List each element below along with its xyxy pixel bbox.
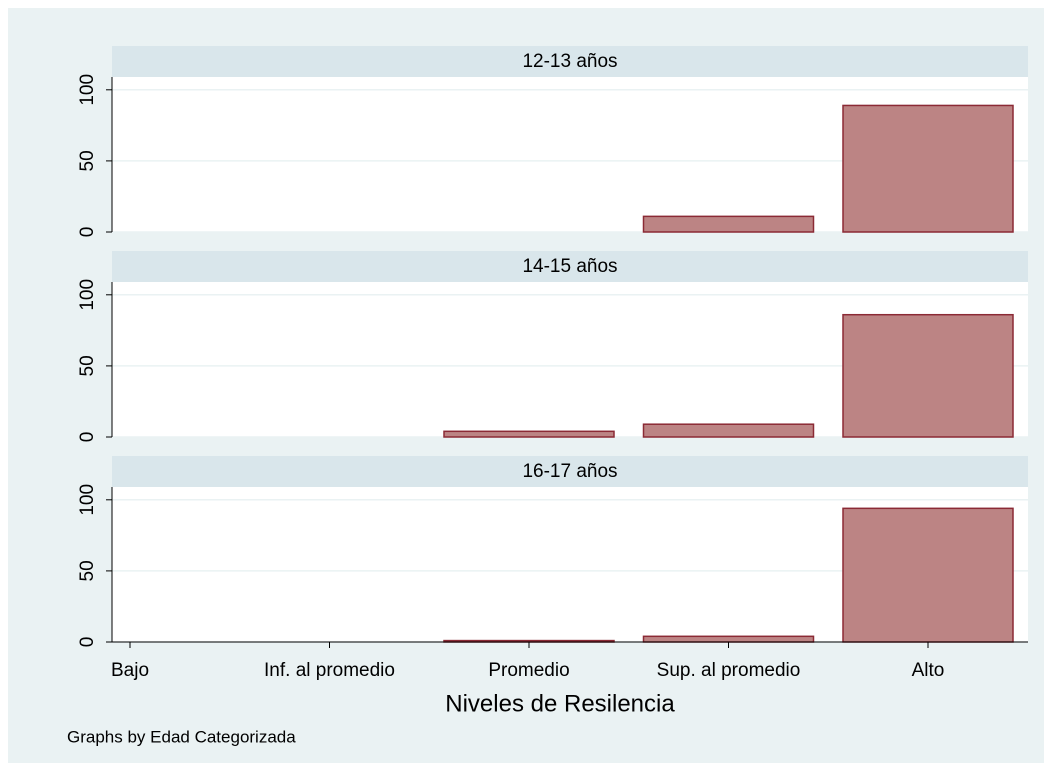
bar bbox=[443, 430, 615, 438]
bar bbox=[642, 423, 815, 438]
note: Graphs by Edad Categorizada bbox=[67, 727, 296, 746]
bar bbox=[842, 104, 1014, 233]
x-tick-label: Bajo bbox=[111, 660, 149, 681]
y-tick-label: 100 bbox=[77, 484, 98, 516]
y-tick-label: 100 bbox=[77, 279, 98, 311]
bar bbox=[642, 635, 815, 643]
y-tick-label: 0 bbox=[77, 227, 98, 238]
strip bbox=[112, 456, 1028, 487]
panel-title: 14-15 años bbox=[522, 256, 617, 277]
y-tick-label: 100 bbox=[77, 74, 98, 106]
bar bbox=[642, 215, 815, 233]
bar bbox=[842, 507, 1014, 643]
y-tick-label: 50 bbox=[77, 150, 98, 171]
strip bbox=[112, 251, 1028, 282]
bar bbox=[842, 313, 1014, 438]
x-axis-title: Niveles de Resilencia bbox=[445, 690, 675, 717]
x-tick-label: Alto bbox=[912, 660, 945, 681]
x-tick-label: Promedio bbox=[488, 660, 569, 681]
panel-title: 16-17 años bbox=[522, 461, 617, 482]
x-tick-label: Inf. al promedio bbox=[264, 660, 395, 681]
y-tick-label: 0 bbox=[77, 432, 98, 443]
y-tick-label: 0 bbox=[77, 637, 98, 648]
y-tick-label: 50 bbox=[77, 355, 98, 376]
panel-title: 12-13 años bbox=[522, 51, 617, 72]
x-tick-label: Sup. al promedio bbox=[657, 660, 801, 681]
y-tick-label: 50 bbox=[77, 560, 98, 581]
strip bbox=[112, 46, 1028, 77]
